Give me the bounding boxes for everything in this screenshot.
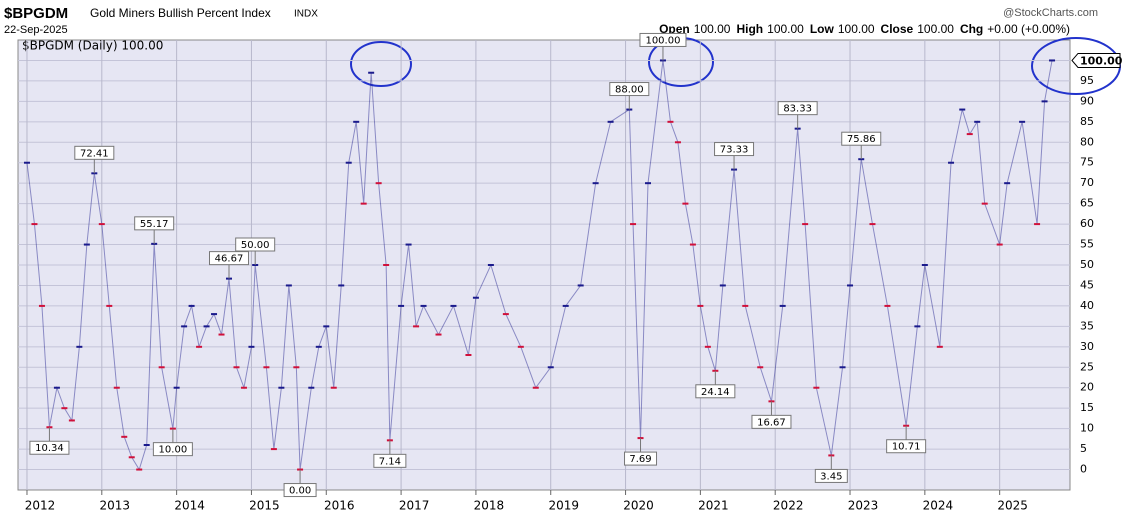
callout-label: 24.14 bbox=[701, 387, 730, 398]
y-tick-label: 15 bbox=[1080, 401, 1094, 414]
y-tick-label: 55 bbox=[1080, 238, 1094, 251]
y-tick-label: 80 bbox=[1080, 135, 1094, 148]
legend-label: $BPGDM (Daily) 100.00 bbox=[22, 39, 163, 53]
x-tick-label: 2013 bbox=[100, 499, 131, 513]
x-tick-label: 2012 bbox=[25, 499, 56, 513]
callout-box bbox=[624, 451, 658, 466]
callout-label: 73.33 bbox=[720, 145, 749, 156]
callout-label: 7.14 bbox=[379, 456, 401, 467]
quote-value: 100.00 bbox=[838, 22, 875, 36]
x-tick-label: 2019 bbox=[548, 499, 579, 513]
callout-label: 88.00 bbox=[615, 85, 644, 96]
callout-label: 0.00 bbox=[289, 486, 311, 497]
x-tick-label: 2021 bbox=[698, 499, 729, 513]
y-tick-label: 50 bbox=[1080, 258, 1094, 271]
callout-box bbox=[777, 101, 818, 116]
quote-label: Close bbox=[881, 22, 914, 36]
y-tick-label: 20 bbox=[1080, 381, 1094, 394]
x-tick-label: 2025 bbox=[997, 499, 1028, 513]
highlight-circle bbox=[350, 41, 412, 87]
last-value-tag bbox=[1071, 52, 1121, 68]
y-tick-label: 95 bbox=[1080, 74, 1094, 87]
y-tick-label: 10 bbox=[1080, 422, 1094, 435]
exchange: INDX bbox=[294, 9, 318, 20]
y-tick-label: 70 bbox=[1080, 176, 1094, 189]
quote: Open 100.00 High 100.00 Low 100.00 Close 100.00… bbox=[659, 22, 1070, 36]
y-tick-label: 75 bbox=[1080, 156, 1094, 169]
x-tick-label: 2014 bbox=[174, 499, 205, 513]
x-tick-label: 2020 bbox=[623, 499, 654, 513]
callout-box bbox=[235, 237, 276, 252]
callout-box bbox=[714, 142, 755, 157]
x-tick-label: 2022 bbox=[773, 499, 804, 513]
y-tick-label: 40 bbox=[1080, 299, 1094, 312]
x-tick-label: 2024 bbox=[923, 499, 954, 513]
quote-value: 100.00 bbox=[694, 22, 731, 36]
x-tick-label: 2016 bbox=[324, 499, 355, 513]
callout-box bbox=[152, 442, 193, 457]
y-tick-label: 30 bbox=[1080, 340, 1094, 353]
quote-label: Open bbox=[659, 22, 690, 36]
last-value-label: 100.00 bbox=[1080, 54, 1122, 67]
y-tick-label: 65 bbox=[1080, 197, 1094, 210]
chart-title: Gold Miners Bullish Percent Index bbox=[90, 6, 271, 20]
y-tick-label: 60 bbox=[1080, 217, 1094, 230]
quote-label: Chg bbox=[960, 22, 983, 36]
callout-box bbox=[841, 131, 882, 146]
callout-box bbox=[886, 439, 927, 454]
callout-label: 100.00 bbox=[645, 35, 680, 46]
date: 22-Sep-2025 bbox=[4, 24, 68, 36]
callout-box bbox=[751, 414, 792, 429]
callout-label: 55.17 bbox=[140, 219, 169, 230]
y-tick-label: 85 bbox=[1080, 115, 1094, 128]
y-tick-label: 25 bbox=[1080, 360, 1094, 373]
x-tick-label: 2017 bbox=[399, 499, 430, 513]
symbol: $BPGDM bbox=[4, 5, 68, 22]
callout-label: 10.00 bbox=[159, 445, 188, 456]
callout-label: 50.00 bbox=[241, 240, 270, 251]
y-tick-label: 5 bbox=[1080, 442, 1087, 455]
callout-box bbox=[283, 483, 317, 498]
callout-label: 10.71 bbox=[892, 442, 921, 453]
y-tick-label: 0 bbox=[1080, 463, 1087, 476]
quote-value: 100.00 bbox=[917, 22, 954, 36]
callout-label: 75.86 bbox=[847, 134, 876, 145]
callout-box bbox=[373, 453, 407, 468]
quote-label: Low bbox=[810, 22, 835, 36]
callout-label: 16.67 bbox=[757, 417, 786, 428]
callout-box bbox=[134, 216, 175, 231]
quote-label: High bbox=[736, 22, 763, 36]
callout-label: 3.45 bbox=[820, 471, 842, 482]
x-tick-label: 2023 bbox=[848, 499, 879, 513]
quote-value: +0.00 (+0.00%) bbox=[987, 22, 1070, 36]
quote-value: 100.00 bbox=[767, 22, 804, 36]
y-tick-label: 35 bbox=[1080, 319, 1094, 332]
source: @StockCharts.com bbox=[1003, 7, 1098, 19]
callout-box bbox=[814, 468, 848, 483]
callout-label: 72.41 bbox=[80, 148, 109, 159]
y-tick-label: 45 bbox=[1080, 278, 1094, 291]
callout-box bbox=[208, 251, 249, 266]
callout-box bbox=[29, 440, 70, 455]
callout-label: 10.34 bbox=[35, 443, 64, 454]
callout-box bbox=[74, 145, 115, 160]
callout-label: 7.69 bbox=[629, 454, 651, 465]
callout-box bbox=[695, 384, 736, 399]
x-tick-label: 2015 bbox=[249, 499, 280, 513]
callout-box bbox=[609, 82, 650, 97]
callout-box bbox=[639, 32, 687, 47]
y-tick-label: 90 bbox=[1080, 94, 1094, 107]
callout-label: 83.33 bbox=[783, 104, 812, 115]
x-tick-label: 2018 bbox=[474, 499, 505, 513]
callout-label: 46.67 bbox=[215, 254, 244, 265]
